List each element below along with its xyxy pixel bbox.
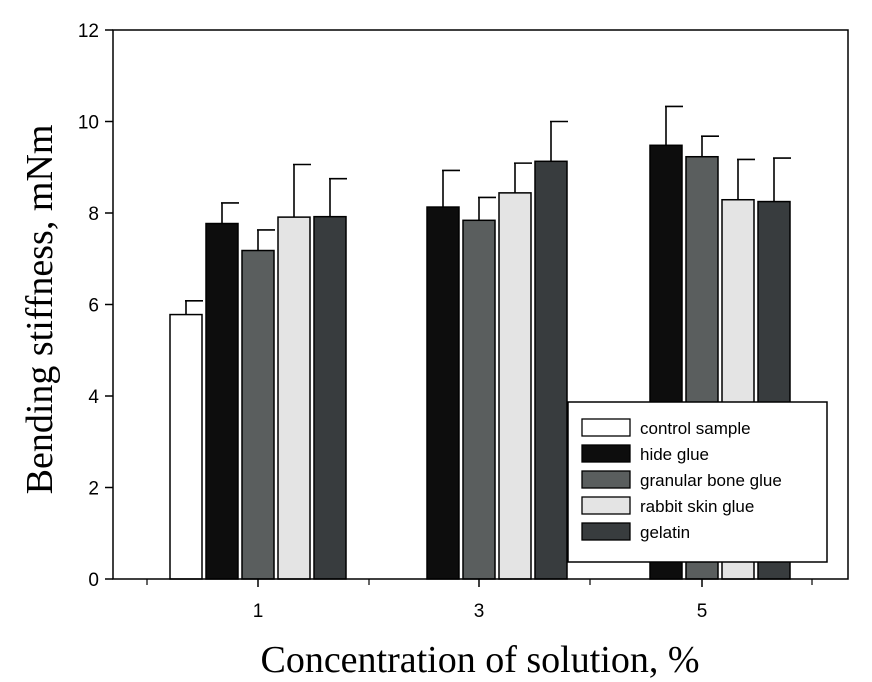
bar xyxy=(462,219,496,580)
y-tick-label: 10 xyxy=(78,113,99,134)
y-tick-label: 2 xyxy=(88,479,99,500)
bar xyxy=(313,215,347,580)
legend-swatch xyxy=(581,470,631,489)
y-axis-title: Bending stiffness, mNm xyxy=(19,125,61,495)
legend: control sample hide glue granular bone glu… xyxy=(567,401,828,563)
y-tick-label: 6 xyxy=(88,296,99,317)
legend-label: rabbit skin glue xyxy=(640,497,754,516)
ticks-layer: 0 2 4 6 8 10 12 1 3 5 xyxy=(78,21,813,622)
bar xyxy=(534,160,568,580)
legend-label: control sample xyxy=(640,419,751,438)
bar xyxy=(498,192,532,580)
x-axis-title: Concentration of solution, % xyxy=(260,639,699,681)
legend-swatch xyxy=(581,418,631,437)
legend-swatch xyxy=(581,496,631,515)
y-tick-label: 12 xyxy=(78,21,99,42)
y-tick-label: 4 xyxy=(88,387,99,408)
legend-label: hide glue xyxy=(640,445,709,464)
x-tick-label: 5 xyxy=(697,601,708,622)
legend-label: gelatin xyxy=(640,523,690,542)
bar xyxy=(205,222,239,580)
bar xyxy=(241,249,275,580)
legend-swatch xyxy=(581,522,631,541)
bar xyxy=(277,216,311,580)
legend-swatch xyxy=(581,444,631,463)
y-tick-label: 0 xyxy=(88,570,99,591)
bar xyxy=(426,206,460,580)
x-tick-label: 1 xyxy=(253,601,264,622)
y-tick-label: 8 xyxy=(88,204,99,225)
legend-label: granular bone glue xyxy=(640,471,782,490)
x-tick-label: 3 xyxy=(474,601,485,622)
bar xyxy=(169,313,203,580)
